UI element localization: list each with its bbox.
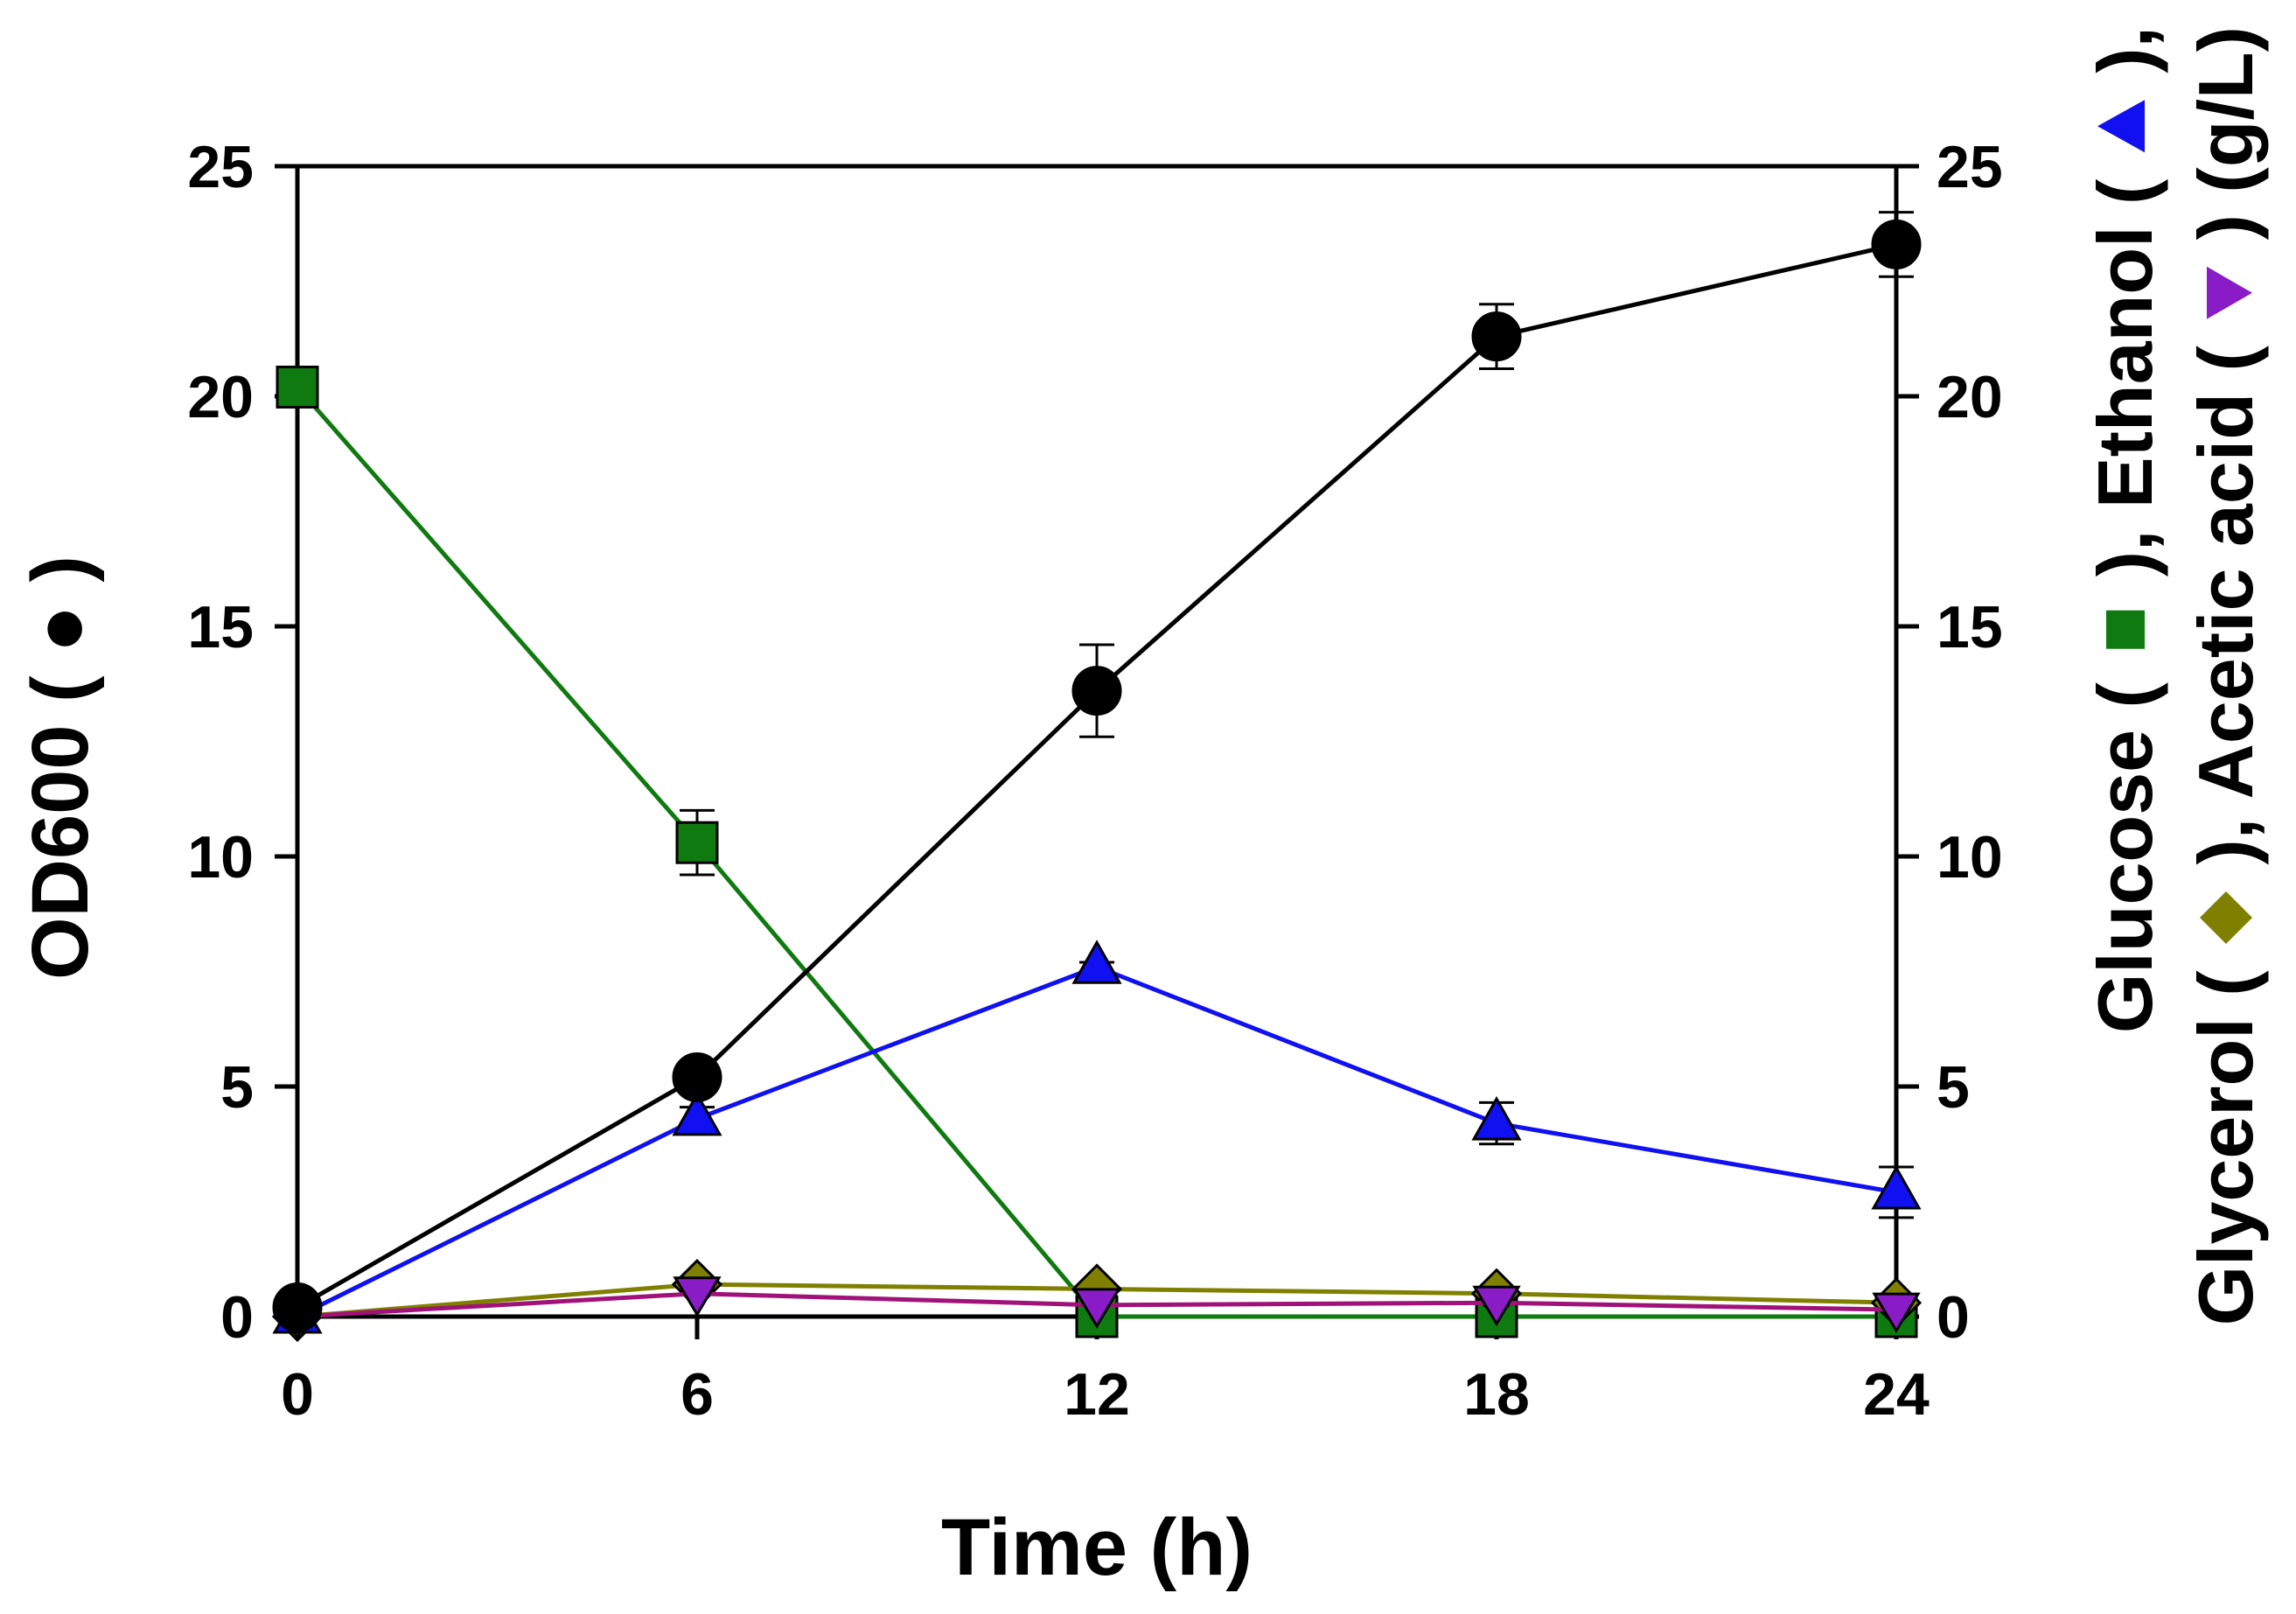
data-point-glucose [276,365,319,409]
right-title-diamond-glyph [2200,891,2252,945]
right-title-triangle-down-glyph [2207,266,2252,319]
data-point-acetic-acid [1072,1288,1121,1329]
y-right-axis-title: Glucose ( ), Ethanol ( ),Glycerol ( ), A… [2082,26,2269,1325]
series-od600 [272,211,1922,1332]
right-title-text: ), Acetic acid ( [2182,325,2269,886]
y-right-tick-label: 5 [1937,1054,1970,1121]
right-title-text: ) (g/L) [2182,26,2269,262]
data-point-acetic-acid [1472,1285,1521,1327]
data-point-od600 [672,1052,722,1102]
y-right-tick-label: 20 [1937,364,2003,430]
y-left-tick-label: 25 [187,134,254,200]
x-tick-label: 0 [281,1361,314,1428]
data-point-od600 [1871,219,1922,269]
x-tick-label: 12 [1064,1361,1130,1428]
data-point-acetic-acid [1872,1292,1921,1334]
y-right-tick-label: 10 [1937,824,2003,891]
y-right-tick-label: 25 [1937,134,2003,200]
data-point-ethanol [672,1091,722,1136]
right-title-text: ), Ethanol ( [2082,157,2168,598]
data-point-od600 [272,1282,323,1332]
x-axis-title: Time (h) [941,1503,1253,1592]
data-point-od600 [1471,311,1522,362]
plot-border [295,164,1899,1319]
y-left-tick-label: 0 [220,1284,254,1351]
data-point-acetic-acid [673,1276,722,1317]
y-right-tick-label: 0 [1937,1284,1970,1351]
y-right-tick-label: 15 [1937,594,2003,660]
y-left-tick-label: 20 [187,364,254,430]
axis-titles: Time (h) OD600 ( ● ) Glucose ( ), Ethano… [16,26,2269,1592]
series-layer [271,211,1923,1343]
y-left-title-text: OD600 ( [16,653,105,980]
x-tick-label: 24 [1863,1361,1930,1428]
data-point-ethanol [1471,1096,1522,1141]
y-left-title-close: ) [16,555,105,604]
x-tick-label: 18 [1463,1361,1530,1428]
right-title-text: ), [2082,26,2168,94]
data-point-ethanol [1871,1164,1922,1210]
data-point-ethanol [1071,940,1122,984]
right-title-square-glyph [2106,610,2145,649]
data-point-glucose [675,821,719,864]
plot-frame [295,164,1899,1319]
series-line [296,241,1897,1310]
right-title-text: Glycerol ( [2182,949,2269,1325]
series-glucose [276,365,1918,1338]
tick-marks [275,164,1919,1339]
series-line [296,385,1896,1319]
x-tick-label: 6 [680,1361,714,1428]
right-title-text: Glucose ( [2082,661,2168,1033]
right-title-line-1: Glucose ( ), Ethanol ( ), [2082,26,2168,1033]
y-left-tick-label: 15 [187,594,254,660]
data-point-od600 [1071,666,1122,716]
y-left-tick-label: 10 [187,824,254,891]
y-left-tick-label: 5 [220,1054,254,1121]
right-title-line-2: Glycerol ( ), Acetic acid ( ) (g/L) [2182,26,2269,1325]
y-left-axis-title: OD600 ( ● ) [16,555,105,980]
right-title-triangle-up-glyph [2097,100,2145,153]
od600-marker-glyph: ● [16,604,105,653]
